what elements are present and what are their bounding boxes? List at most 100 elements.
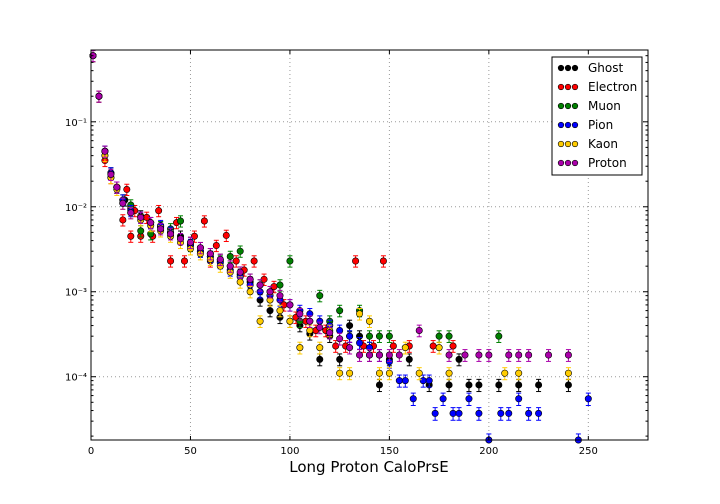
data-point (455, 355, 463, 363)
data-point (177, 235, 185, 243)
data-point (332, 342, 340, 350)
data-point (475, 409, 483, 417)
y-tick-label: 10⁻¹ (65, 118, 87, 129)
data-point (365, 317, 373, 325)
data-point (495, 381, 503, 389)
data-point (445, 381, 453, 389)
data-point (316, 344, 324, 352)
data-point (336, 326, 344, 334)
legend-marker (557, 159, 565, 167)
data-point (515, 395, 523, 403)
data-point (336, 355, 344, 363)
legend-label: Ghost (588, 61, 623, 75)
data-point (226, 252, 234, 260)
data-point (95, 92, 103, 100)
data-point (365, 332, 373, 340)
data-point (226, 262, 234, 270)
data-point (127, 209, 135, 217)
data-point (525, 409, 533, 417)
data-point (545, 351, 553, 359)
data-point (296, 344, 304, 352)
data-point (465, 395, 473, 403)
data-point (356, 310, 364, 318)
data-point (439, 395, 447, 403)
legend-label: Pion (588, 118, 613, 132)
data-point (375, 351, 383, 359)
data-point (276, 307, 284, 315)
data-point (445, 369, 453, 377)
data-point (346, 344, 354, 352)
data-point (352, 257, 360, 265)
data-point (180, 257, 188, 265)
legend-marker (571, 102, 579, 110)
data-point (177, 217, 185, 225)
legend: Ghost Electron Muon Pion Kaon Proton (551, 56, 643, 176)
data-point (385, 369, 393, 377)
x-tick-label: 50 (184, 446, 197, 457)
legend-marker (571, 159, 579, 167)
data-point (137, 213, 145, 221)
data-point (200, 217, 208, 225)
data-point (216, 255, 224, 263)
data-point (276, 281, 284, 289)
legend-label: Kaon (588, 137, 618, 151)
y-tick-label: 10⁻⁴ (65, 373, 87, 384)
data-point (266, 307, 274, 315)
y-tick-label: 10⁻³ (65, 288, 87, 299)
data-point (475, 351, 483, 359)
data-point (256, 281, 264, 289)
data-point (401, 344, 409, 352)
data-point (119, 199, 127, 207)
data-point (389, 342, 397, 350)
data-point (246, 275, 254, 283)
data-point (515, 381, 523, 389)
legend-marker (564, 159, 572, 167)
data-point (326, 329, 334, 337)
legend-marker (571, 64, 579, 72)
data-point (346, 369, 354, 377)
data-point (415, 326, 423, 334)
data-point (123, 185, 131, 193)
data-point (435, 332, 443, 340)
data-point (356, 351, 364, 359)
data-point (385, 351, 393, 359)
data-point (375, 369, 383, 377)
x-tick-label: 250 (579, 446, 598, 457)
data-point (535, 381, 543, 389)
data-point (167, 257, 175, 265)
legend-marker (557, 83, 565, 91)
data-point (564, 369, 572, 377)
data-point (212, 242, 220, 250)
data-point (196, 244, 204, 252)
data-point (564, 381, 572, 389)
data-point (445, 351, 453, 359)
data-point (375, 332, 383, 340)
data-point (250, 257, 258, 265)
legend-marker (564, 140, 572, 148)
legend-marker (564, 102, 572, 110)
data-point (497, 409, 505, 417)
data-point (336, 307, 344, 315)
data-point (113, 183, 121, 191)
data-point (415, 369, 423, 377)
legend-label: Proton (588, 156, 627, 170)
x-tick-label: 200 (479, 446, 498, 457)
legend-label: Electron (588, 80, 637, 94)
series-layer (89, 50, 592, 444)
data-point (461, 351, 469, 359)
data-point (395, 377, 403, 385)
data-point (385, 332, 393, 340)
data-point (186, 238, 194, 246)
data-point (157, 225, 165, 233)
data-point (147, 219, 155, 227)
data-point (425, 377, 433, 385)
data-point (336, 335, 344, 343)
data-point (409, 395, 417, 403)
data-point (286, 257, 294, 265)
data-point (101, 147, 109, 155)
data-point (429, 342, 437, 350)
data-point (236, 278, 244, 286)
data-point (445, 332, 453, 340)
x-tick-label: 0 (88, 446, 94, 457)
